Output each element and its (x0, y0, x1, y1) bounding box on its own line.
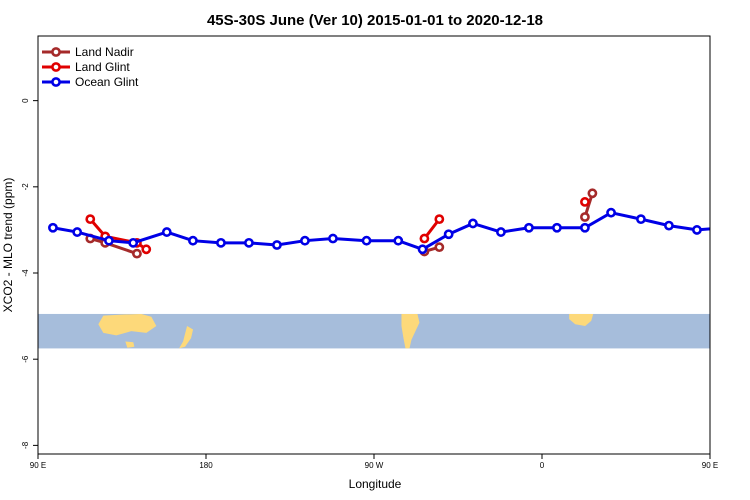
legend-label: Land Glint (75, 60, 130, 74)
x-axis: 90 E 180 90 W 0 90 E (30, 454, 718, 470)
data-point (692, 225, 702, 235)
legend-item: Ocean Glint (42, 75, 139, 89)
data-point (48, 222, 58, 233)
legend-label: Land Nadir (75, 45, 134, 59)
data-point (496, 227, 506, 237)
x-axis-label: Longitude (349, 477, 402, 491)
data-point (606, 207, 616, 218)
legend-label: Ocean Glint (75, 75, 139, 89)
data-point (188, 235, 198, 246)
data-point (141, 244, 152, 255)
x-tick-label: 90 E (702, 461, 718, 470)
y-tick-label: -2 (21, 183, 30, 191)
map-band (38, 313, 710, 349)
land-shape (569, 313, 594, 327)
data-point (361, 235, 372, 246)
data-point (524, 222, 534, 233)
data-point (132, 248, 142, 259)
x-tick-label: 90 W (365, 461, 384, 470)
data-point (216, 237, 226, 248)
data-point (72, 227, 83, 237)
data-point (128, 237, 139, 248)
land-shape (98, 313, 157, 336)
y-tick-label: 0 (21, 98, 30, 103)
data-point (636, 214, 646, 225)
legend-item: Land Nadir (42, 45, 134, 59)
series-land-glint (85, 197, 590, 255)
legend-marker (51, 62, 61, 72)
data-point (393, 235, 404, 246)
data-point (244, 237, 254, 248)
chart-title: 45S-30S June (Ver 10) 2015-01-01 to 2020… (207, 12, 543, 29)
legend-marker (51, 47, 61, 57)
y-tick-label: -4 (21, 269, 30, 277)
y-axis-label: XCO2 - MLO trend (ppm) (1, 178, 15, 313)
y-tick-label: -8 (21, 441, 30, 449)
data-point (664, 220, 674, 231)
data-point (580, 212, 590, 222)
y-tick-label: -6 (21, 355, 30, 363)
series-layer (48, 188, 750, 259)
x-tick-label: 180 (199, 461, 213, 470)
data-point (417, 244, 428, 255)
legend-marker (51, 77, 61, 87)
data-point (552, 222, 562, 233)
legend-item: Land Glint (42, 60, 130, 74)
data-point (419, 233, 430, 244)
data-point (434, 242, 445, 253)
land-shape (125, 341, 135, 348)
land-shape (179, 326, 194, 349)
data-point (328, 233, 338, 244)
data-point (443, 229, 454, 240)
data-point (300, 235, 310, 246)
data-point (721, 224, 728, 231)
y-axis: 0 -2 -4 -6 -8 (21, 98, 38, 449)
series-line (89, 218, 148, 251)
data-point (85, 214, 96, 225)
x-tick-label: 0 (540, 461, 545, 470)
x-tick-label: 90 E (30, 461, 46, 470)
data-point (580, 197, 590, 207)
data-point (272, 240, 282, 250)
data-point (468, 218, 478, 229)
data-point (580, 222, 590, 233)
data-point (161, 227, 172, 237)
series-ocean-glint (48, 207, 750, 255)
data-point (587, 188, 598, 199)
data-point (746, 228, 750, 235)
data-point (104, 235, 114, 246)
land-shape (401, 313, 420, 349)
data-point (434, 214, 445, 225)
